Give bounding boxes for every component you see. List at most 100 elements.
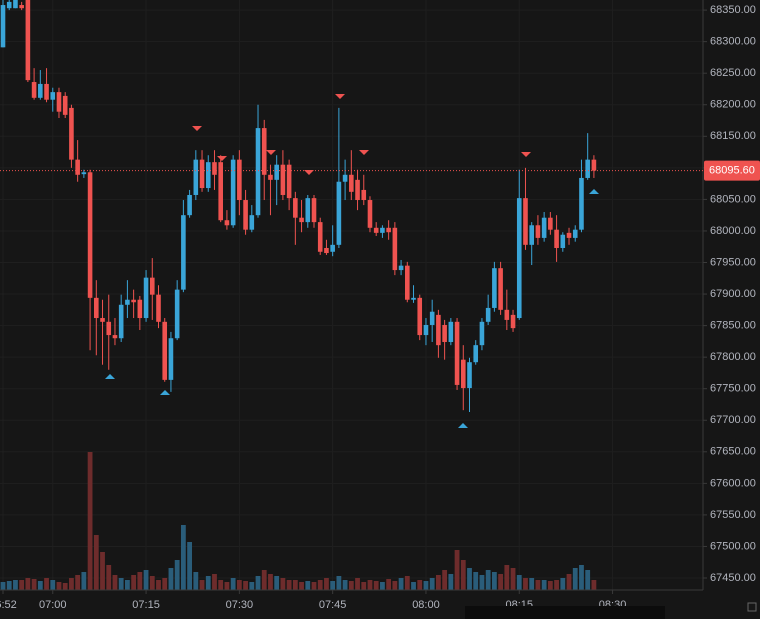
- y-tick-label: 67500.00: [710, 540, 756, 552]
- volume-bar: [560, 578, 566, 590]
- volume-bar: [274, 576, 280, 590]
- candle-body: [566, 232, 572, 238]
- volume-bar: [118, 578, 124, 590]
- settings-icon[interactable]: [747, 602, 757, 612]
- volume-bar: [131, 575, 137, 590]
- y-tick-label: 68050.00: [710, 193, 756, 205]
- volume-bar: [417, 580, 423, 590]
- volume-bar: [13, 580, 18, 590]
- volume-bar: [112, 575, 118, 590]
- volume-bar: [224, 582, 230, 590]
- y-tick-label: 67600.00: [710, 477, 756, 489]
- candle-body: [467, 362, 472, 389]
- volume-bar: [212, 574, 217, 590]
- volume-bar: [143, 570, 149, 590]
- y-tick-label: 68200.00: [710, 99, 756, 111]
- candle-body: [386, 227, 391, 233]
- candle-body: [299, 217, 304, 223]
- candle-body: [411, 297, 416, 300]
- volume-bar: [37, 581, 43, 590]
- volume-bar: [473, 572, 479, 590]
- volume-bar: [261, 570, 267, 590]
- candle-body: [473, 345, 479, 363]
- candle-body: [112, 335, 118, 339]
- volume-bar: [516, 575, 522, 590]
- candle-body: [392, 227, 398, 271]
- volume-bar: [100, 552, 105, 590]
- candle-body: [330, 244, 335, 252]
- candle-body: [516, 198, 522, 319]
- volume-bar: [541, 580, 547, 590]
- candle-body: [311, 198, 317, 223]
- volume-bar: [205, 576, 211, 590]
- axes: 68350.00 68300.00 68250.00 68200.00 68150.00…: [0, 4, 760, 611]
- volume-bar: [249, 582, 255, 590]
- candle-body: [293, 198, 298, 218]
- volume-bar: [373, 581, 379, 590]
- candle-body: [19, 5, 24, 9]
- candle-body: [280, 164, 286, 195]
- volume-bar: [448, 574, 454, 590]
- candle-body: [255, 128, 261, 216]
- candle-body: [75, 159, 80, 175]
- candle-body: [268, 174, 273, 180]
- volume-bar: [50, 580, 56, 590]
- volume-bar: [367, 580, 373, 590]
- volume-bar: [25, 578, 31, 590]
- y-tick-label: 67850.00: [710, 320, 756, 332]
- volume-bar: [149, 576, 155, 590]
- volume-bar: [392, 581, 398, 590]
- volume-bar: [156, 580, 161, 590]
- volume-bar: [348, 581, 354, 590]
- y-tick-label: 68150.00: [710, 130, 756, 142]
- volume-bar: [454, 550, 460, 590]
- x-tick-label: 07:45: [319, 599, 347, 611]
- candle-body: [131, 299, 136, 303]
- volume-bar: [168, 568, 174, 590]
- sell-marker: [304, 170, 314, 175]
- candle-body: [591, 159, 597, 171]
- candle-body: [224, 220, 230, 226]
- volume-bar: [230, 578, 236, 590]
- volume-bar: [6, 581, 12, 590]
- volume-bar: [386, 579, 392, 590]
- last-price-label: 68095.60: [709, 165, 755, 177]
- candle-body: [367, 200, 373, 228]
- x-tick-label: 07:00: [39, 599, 67, 611]
- y-tick-label: 67450.00: [710, 572, 756, 584]
- candle-body: [442, 324, 447, 343]
- candle-body: [44, 83, 49, 100]
- candle-body: [535, 225, 541, 238]
- volume-bar: [504, 565, 510, 590]
- volume-bar: [125, 580, 130, 590]
- sell-marker: [359, 150, 369, 155]
- y-tick-label: 67800.00: [710, 351, 756, 363]
- candle-body: [548, 217, 553, 230]
- volume-bar: [93, 535, 99, 590]
- last-price-box: [704, 160, 760, 181]
- volume-bar: [485, 570, 491, 590]
- candle-body: [579, 177, 584, 230]
- volume-bar: [342, 580, 348, 590]
- candle-body: [193, 159, 199, 195]
- volume-bar: [305, 581, 311, 590]
- candle-body: [454, 321, 460, 385]
- candle-body: [510, 314, 516, 329]
- y-tick-label: 67700.00: [710, 414, 756, 426]
- candle-body: [125, 299, 130, 305]
- sell-marker: [335, 94, 345, 99]
- candle-body: [69, 107, 74, 160]
- y-tick-label: 67650.00: [710, 446, 756, 458]
- y-tick-label: 67950.00: [710, 256, 756, 268]
- candle-body: [13, 0, 18, 9]
- volume-bar: [535, 580, 541, 590]
- volume-bar: [498, 574, 503, 590]
- volume-bar: [510, 568, 516, 590]
- candle-body: [460, 359, 466, 389]
- volume-bar: [75, 575, 81, 590]
- candle-body: [361, 189, 367, 201]
- candle-body: [25, 0, 31, 81]
- volume-bar: [31, 579, 37, 590]
